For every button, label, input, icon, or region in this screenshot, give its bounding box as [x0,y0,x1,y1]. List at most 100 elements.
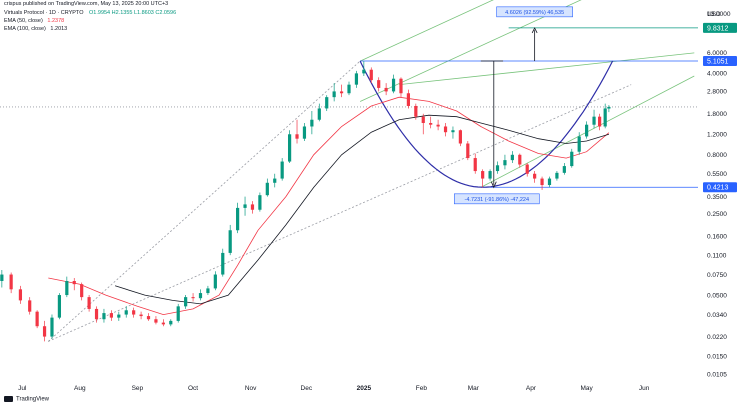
candle-body [325,97,329,109]
candle-body [488,171,492,179]
candle-body [9,274,13,290]
candle-body [18,289,23,301]
price-badge: 5.1051 [707,59,729,66]
trend-dotted-line-b [47,60,361,342]
candle-body [332,91,336,98]
channel-upper-outer-line [359,0,494,62]
x-tick-label: May [580,385,593,392]
y-tick-label: 13.0000 [707,11,731,18]
price-badge: 0.4213 [707,185,729,192]
x-tick-label: Mar [468,385,480,392]
tradingview-footer: TradingView [4,396,49,403]
measure-up-label: 4.6026 (92.59%) 46,535 [505,10,564,16]
y-tick-label: 4.0000 [707,71,727,78]
candle-body [533,173,537,179]
candle-body [607,106,611,109]
price-badge-bg [703,22,737,33]
y-tick-label: 0.0105 [707,371,727,378]
candle-body [176,306,180,321]
candle-body [87,297,91,309]
x-tick-label: Nov [245,385,257,392]
candle-body [287,134,292,162]
candle-body [555,172,559,179]
candle-body [391,78,396,92]
candle-body [57,295,62,318]
y-tick-label: 0.0150 [707,353,727,360]
candle-body [280,161,284,179]
candle-body [369,69,373,81]
candle-body [598,116,602,127]
x-tick-label: Sep [132,385,144,392]
indicator-ema100[interactable]: EMA (100, close) 1.2013 [4,26,67,33]
symbol-name[interactable]: Virtuals Protocol · 1D · CRYPTO [4,10,84,16]
candle-body [436,124,440,127]
y-tick-label: 0.3500 [707,194,727,201]
cup-pattern-curve [359,60,614,188]
candle-body [302,126,307,139]
candle-body [243,204,247,208]
candle-body [221,252,225,275]
symbol-line: Virtuals Protocol · 1D · CRYPTO O1.9954 … [4,10,176,17]
candle-body [317,108,321,120]
measure-down-label-box [453,193,540,205]
candle-body [562,166,566,173]
indicator-ema50[interactable]: EMA (50, close) 1.2378 [4,18,64,25]
candle-body [354,73,359,85]
x-tick-label: Apr [526,385,537,392]
candle-body [94,308,99,320]
x-tick-label: Jul [18,385,27,392]
candle-body [547,178,552,186]
candle-body [414,105,418,117]
y-tick-label: 0.8000 [707,152,727,159]
tradingview-logo-icon [4,396,13,402]
y-tick-label: 0.1100 [707,252,727,259]
candle-body [206,288,210,294]
ema50-line [48,96,610,316]
candle-body [161,322,165,325]
x-tick-label: Oct [188,385,198,392]
channel-mid-line [399,52,695,86]
y-tick-label: 0.0500 [707,292,727,299]
measure-down-arrowhead [490,181,497,189]
candle-body [50,317,54,337]
y-tick-label: 1.2000 [707,132,727,139]
measure-up-label-box [496,6,573,18]
candle-body [146,316,151,320]
candle-body [72,281,76,285]
price-badge: 9.8312 [707,25,729,32]
candle-body [310,119,314,127]
trend-dotted-line-a [48,84,632,342]
candle-body [443,126,448,133]
indicator-ema50-value: 1.2378 [47,18,65,24]
candle-body [109,313,113,318]
indicator-ema100-value: 1.2013 [50,26,68,32]
candle-body [117,314,121,318]
candle-body [184,297,188,307]
y-tick-label: 2.8000 [707,89,727,96]
measure-up-arrowhead [531,27,538,34]
x-tick-label: 2025 [357,385,372,392]
candle-body [510,154,514,161]
ohlc-values: O1.9954 H2.1355 L1.8603 C2.0596 [89,10,177,16]
candle-body [406,93,411,106]
candle-body [421,116,425,123]
candle-body [198,293,203,299]
measure-down-label: -4.7231 (-91.86%) -47,224 [465,197,530,203]
candle-body [525,164,529,174]
candle-body [273,178,277,183]
candle-body [236,207,240,231]
candle-body [384,87,388,92]
candle-body [339,91,344,94]
chart-header: crispus published on TradingView.com, Ma… [0,0,739,36]
candle-body [451,130,455,133]
candle-body [295,134,299,139]
y-tick-label: 0.0220 [707,334,727,341]
candle-body [80,284,84,298]
candle-body [603,108,607,127]
candle-body [228,230,232,253]
y-tick-label: 0.0750 [707,272,727,279]
candle-body [495,165,500,172]
currency-label: USD [707,11,721,18]
candle-body [102,313,106,320]
